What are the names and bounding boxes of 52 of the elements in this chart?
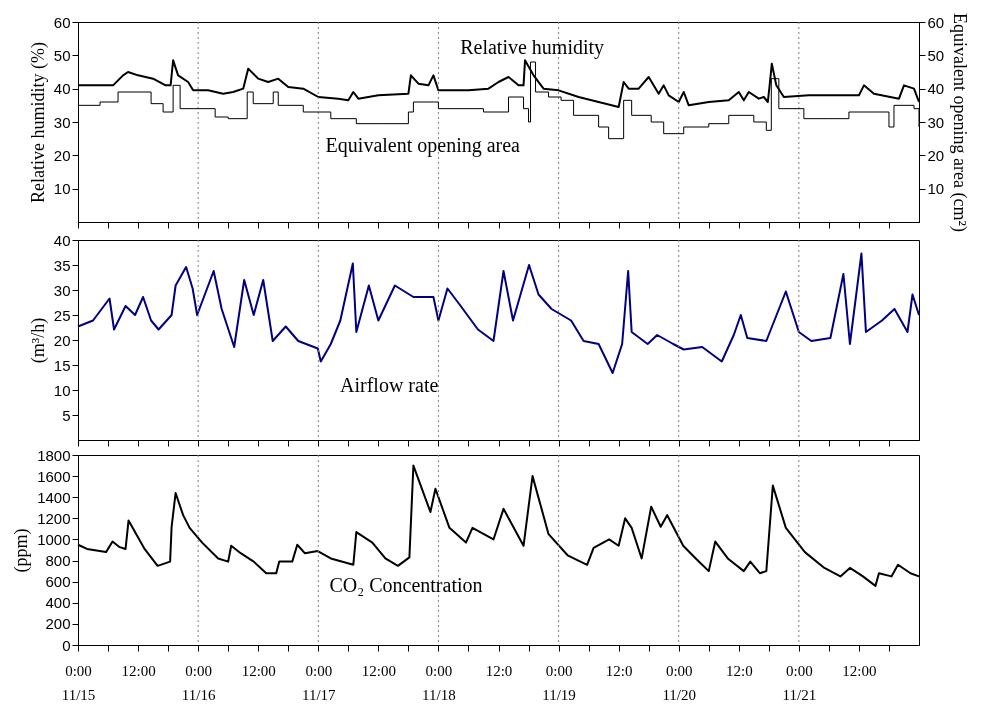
x-tick-label: 0:00 11/19 (542, 662, 576, 703)
y-tick-label: 1000 (37, 530, 71, 548)
annotation: Equivalent opening area (325, 134, 521, 157)
y-tick-label: 20 (53, 331, 71, 349)
y-tick-label: 50 (53, 46, 71, 64)
x-tick-label: 12:0 (485, 662, 513, 679)
y-tick-label: 1800 (37, 446, 71, 464)
y2-tick-label: 30 (927, 113, 945, 131)
x-tick-label: 12:00 (361, 662, 396, 679)
x-tick-label: 12:00 (842, 662, 877, 679)
y2-tick-label: 40 (927, 80, 945, 98)
y-tick-label: 800 (45, 552, 71, 570)
y2-tick-label: 10 (927, 180, 945, 198)
y-tick-label: 10 (53, 180, 71, 198)
y-tick-label: 25 (53, 306, 71, 324)
y-tick-label: 35 (53, 256, 71, 274)
x-tick-label: 0:00 11/20 (662, 662, 697, 703)
x-tick-label: 0:00 11/16 (181, 662, 216, 703)
annotation: Relative humidity (460, 36, 605, 59)
annotation: Airflow rate (340, 374, 439, 396)
y2-tick-label: 50 (927, 46, 945, 64)
x-tick-label: 12:00 (121, 662, 156, 679)
y-tick-label: 40 (53, 231, 71, 249)
y2-tick-label: 60 (927, 13, 945, 31)
x-tick-label: 0:00 11/21 (782, 662, 817, 703)
x-tick-label: 12:0 (605, 662, 633, 679)
y-axis-title: (m³/h) (27, 317, 49, 364)
y-tick-label: 5 (62, 406, 71, 424)
y-tick-label: 1600 (37, 467, 71, 485)
y-tick-label: 10 (53, 381, 71, 399)
y2-tick-label: 20 (927, 146, 945, 164)
x-tick-label: 12:00 (241, 662, 276, 679)
y-tick-label: 0 (62, 636, 71, 654)
y-tick-label: 20 (53, 146, 71, 164)
y-tick-label: 40 (53, 80, 71, 98)
y-tick-label: 15 (53, 356, 71, 374)
x-tick-label: 0:00 11/18 (422, 662, 456, 703)
y-tick-label: 1400 (37, 488, 71, 506)
y-tick-label: 30 (53, 281, 71, 299)
x-tick-label: 12:0 (725, 662, 753, 679)
y-tick-label: 600 (45, 573, 71, 591)
y-axis-title: (ppm) (11, 528, 33, 573)
y-tick-label: 30 (53, 113, 71, 131)
annotation: CO₂ Concentration (329, 574, 483, 597)
y-axis-title: Relative humidity (%) (27, 42, 49, 203)
y-tick-label: 400 (45, 594, 71, 612)
y2-axis-title: Equivalent opening area (cm²) (949, 13, 971, 232)
x-tick-label: 0:00 11/17 (301, 662, 337, 703)
y-tick-label: 60 (53, 13, 71, 31)
x-tick-label: 0:00 11/15 (61, 662, 96, 703)
y-tick-label: 200 (45, 615, 71, 633)
y-tick-label: 1200 (37, 509, 71, 527)
